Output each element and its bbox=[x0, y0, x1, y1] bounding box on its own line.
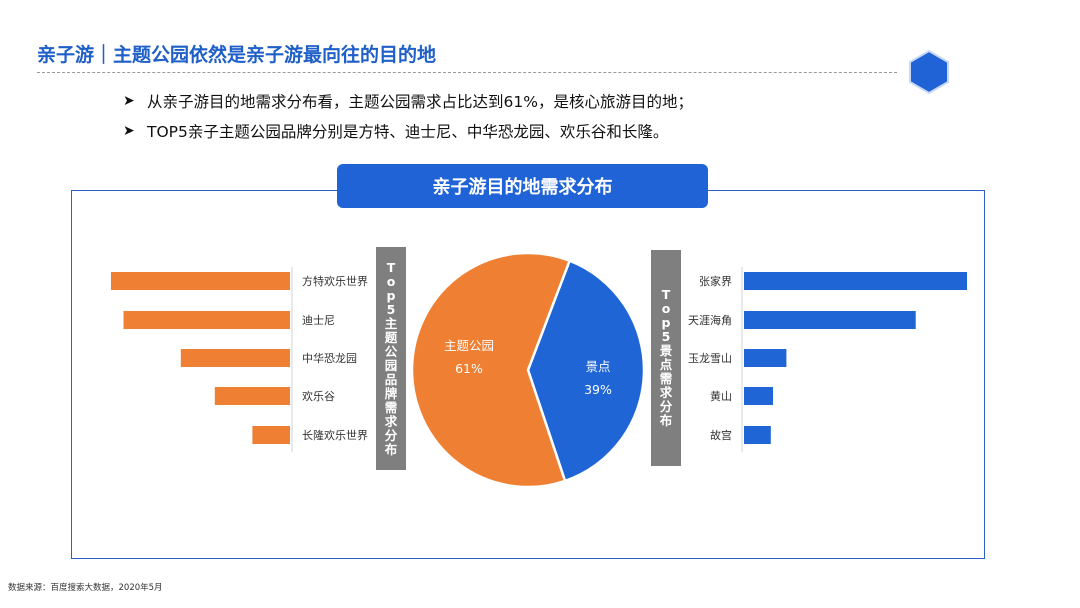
bullet-item: ➤ 从亲子游目的地需求分布看，主题公园需求占比达到61%，是核心旅游目的地； bbox=[123, 86, 693, 116]
theme-park-brand-label-char: p bbox=[386, 287, 396, 303]
right-bar-label: 天涯海角 bbox=[688, 313, 732, 327]
right-bar-label: 故宫 bbox=[710, 428, 732, 442]
scenic-spot-label-char: o bbox=[661, 301, 671, 316]
left-bar bbox=[111, 272, 290, 290]
right-bar bbox=[744, 387, 773, 405]
left-bar bbox=[123, 311, 290, 329]
hexagon-icon bbox=[909, 49, 949, 95]
theme-park-brand-label-char: T bbox=[386, 259, 396, 275]
theme-park-brand-label-char: 牌 bbox=[384, 385, 398, 401]
scenic-spot-label-char: 5 bbox=[661, 329, 671, 344]
left-bar-label: 迪士尼 bbox=[302, 314, 335, 327]
pie-slice bbox=[526, 259, 646, 483]
theme-park-brand-label-char: 题 bbox=[384, 329, 398, 345]
right-bar-label: 黄山 bbox=[710, 389, 732, 403]
right-bar bbox=[744, 349, 787, 367]
scenic-spot-label-char: T bbox=[661, 287, 671, 302]
left-bar-label: 欢乐谷 bbox=[302, 389, 335, 403]
scenic-spot-label-char: 点 bbox=[659, 357, 673, 372]
theme-park-brand-label-char: 布 bbox=[384, 441, 398, 457]
bullet-text: 从亲子游目的地需求分布看，主题公园需求占比达到61%，是核心旅游目的地； bbox=[147, 93, 693, 111]
scenic-spot-label-char: p bbox=[661, 315, 671, 330]
right-bar-label: 张家界 bbox=[699, 274, 732, 288]
left-bar bbox=[180, 349, 290, 367]
chart-panel-title: 亲子游目的地需求分布 bbox=[337, 164, 708, 208]
arrow-bullet-icon: ➤ bbox=[123, 93, 135, 109]
scenic-spot-label-char: 布 bbox=[659, 413, 673, 428]
theme-park-brand-label-char: 公 bbox=[384, 343, 398, 359]
pie-value-label: 61% bbox=[455, 361, 483, 376]
bullet-text: TOP5亲子主题公园品牌分别是方特、迪士尼、中华恐龙园、欢乐谷和长隆。 bbox=[147, 123, 669, 141]
right-bar bbox=[744, 426, 771, 444]
theme-park-brand-label-char: 分 bbox=[384, 427, 398, 443]
theme-park-brand-label-char: 需 bbox=[384, 399, 398, 415]
theme-park-brand-label-char: 5 bbox=[386, 301, 396, 317]
left-bar-label: 方特欢乐世界 bbox=[302, 274, 368, 288]
data-source-note: 数据来源：百度搜索大数据，2020年5月 bbox=[8, 583, 163, 593]
pie-slice-label: 主题公园 bbox=[444, 338, 494, 353]
pie-slice-label: 景点 bbox=[585, 359, 610, 374]
theme-park-brand-label-char: 园 bbox=[384, 357, 398, 373]
scenic-spot-label-char: 景 bbox=[659, 343, 673, 358]
bullet-item: ➤ TOP5亲子主题公园品牌分别是方特、迪士尼、中华恐龙园、欢乐谷和长隆。 bbox=[123, 116, 693, 146]
scenic-spot-label-char: 需 bbox=[659, 371, 673, 386]
scenic-spot-label-char: 求 bbox=[659, 385, 673, 400]
pie-slice bbox=[410, 251, 572, 489]
page-title: 亲子游｜主题公园依然是亲子游最向往的目的地 bbox=[37, 44, 437, 66]
right-bar bbox=[744, 272, 967, 290]
right-bar-label: 玉龙雪山 bbox=[688, 352, 732, 365]
scenic-spot-label-char: 分 bbox=[659, 399, 673, 414]
left-bar-label: 长隆欢乐世界 bbox=[302, 428, 368, 442]
right-bar bbox=[744, 311, 916, 329]
theme-park-brand-label-char: o bbox=[386, 273, 396, 289]
theme-park-brand-label-char: 品 bbox=[384, 371, 398, 387]
bullet-list: ➤ 从亲子游目的地需求分布看，主题公园需求占比达到61%，是核心旅游目的地； ➤… bbox=[123, 86, 693, 146]
pie-value-label: 39% bbox=[584, 382, 612, 397]
left-bar bbox=[214, 387, 290, 405]
left-bar-label: 中华恐龙园 bbox=[302, 351, 357, 365]
arrow-bullet-icon: ➤ bbox=[123, 123, 135, 139]
theme-park-brand-label-char: 求 bbox=[384, 413, 398, 429]
left-bar bbox=[252, 426, 290, 444]
theme-park-brand-label-char: 主 bbox=[384, 315, 398, 331]
title-divider bbox=[37, 72, 897, 73]
